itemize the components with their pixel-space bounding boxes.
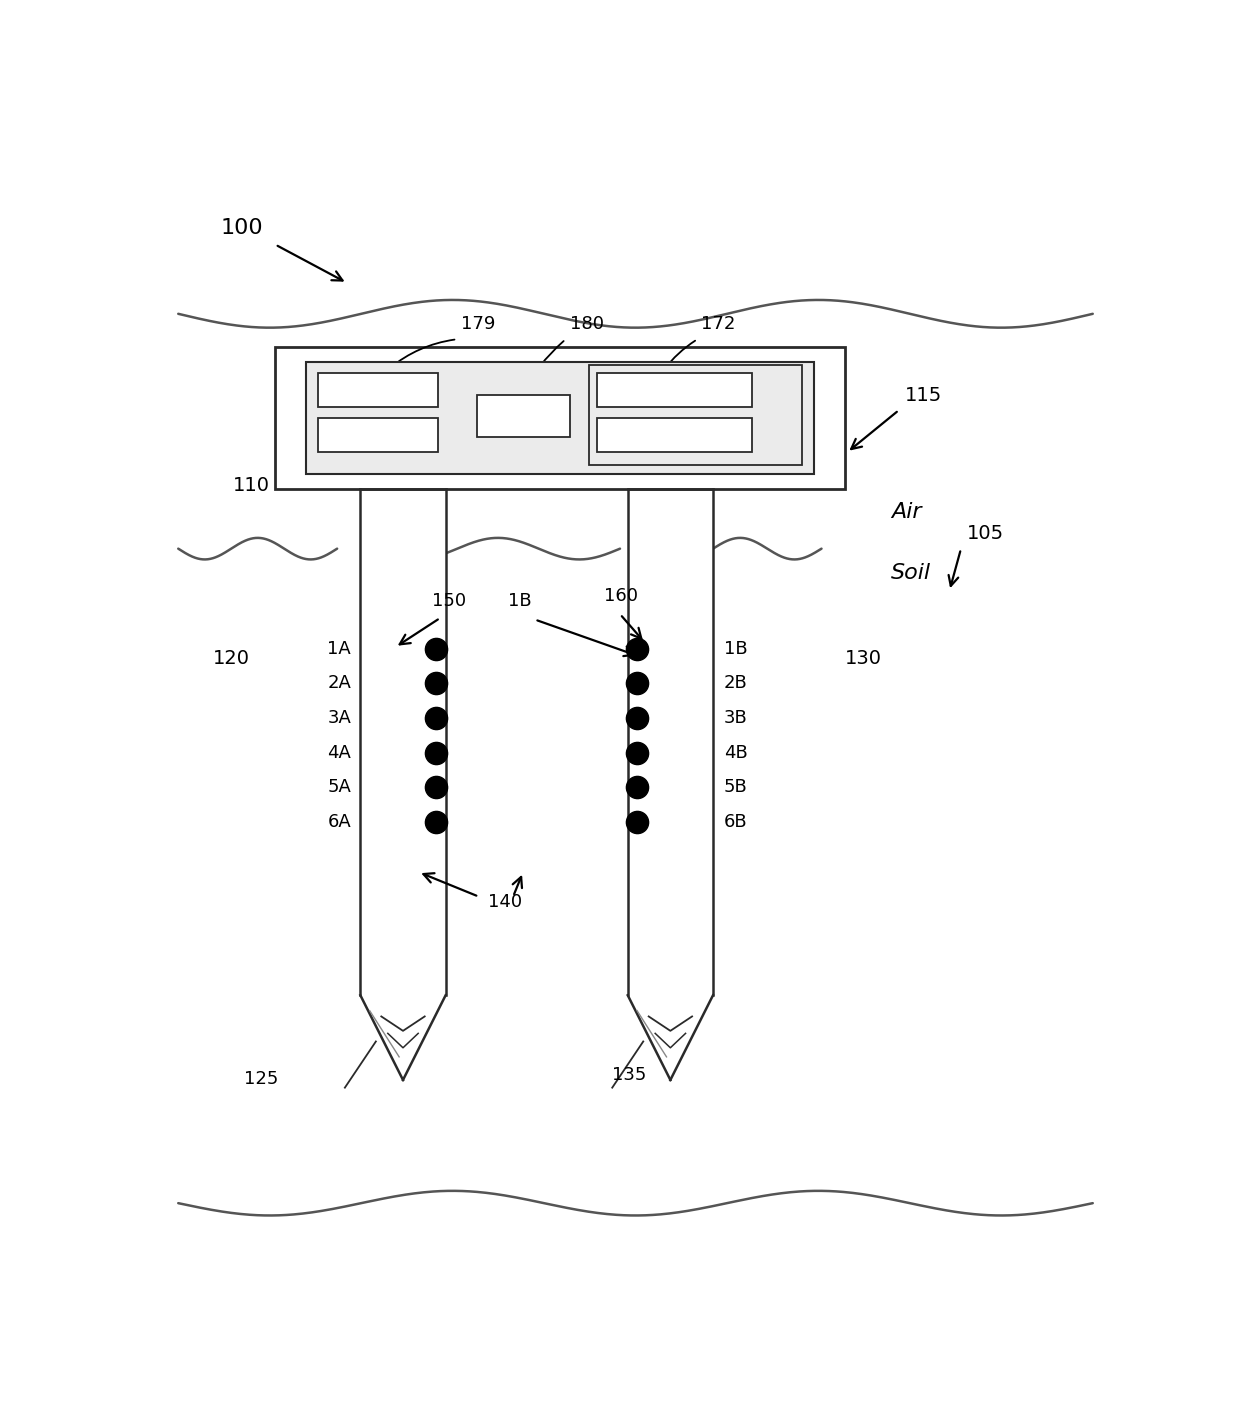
Bar xyxy=(361,490,445,995)
Text: 175: 175 xyxy=(461,404,496,421)
Text: 120: 120 xyxy=(213,650,250,668)
Bar xyxy=(589,366,802,466)
Bar xyxy=(596,418,751,451)
Text: 172: 172 xyxy=(702,316,735,333)
Text: 105: 105 xyxy=(967,524,1004,544)
Text: 1B: 1B xyxy=(507,593,531,610)
Bar xyxy=(596,373,751,407)
Text: 6A: 6A xyxy=(327,813,351,831)
Text: 140: 140 xyxy=(489,892,522,911)
Text: 180: 180 xyxy=(569,316,604,333)
Text: 115: 115 xyxy=(904,386,941,404)
Text: 3B: 3B xyxy=(724,710,748,727)
Text: Air: Air xyxy=(892,501,921,521)
Text: 3A: 3A xyxy=(327,710,351,727)
Bar xyxy=(275,347,844,490)
Bar xyxy=(317,373,438,407)
Text: 110: 110 xyxy=(233,476,269,496)
Text: 5B: 5B xyxy=(724,778,748,797)
Text: 2A: 2A xyxy=(327,674,351,693)
Text: 150: 150 xyxy=(433,593,466,610)
Text: 2B: 2B xyxy=(724,674,748,693)
Text: 1A: 1A xyxy=(327,640,351,658)
Bar xyxy=(306,363,813,474)
Text: 4A: 4A xyxy=(327,744,351,761)
Text: 100: 100 xyxy=(221,218,263,238)
Text: 125: 125 xyxy=(244,1070,279,1088)
Text: Soil: Soil xyxy=(892,564,931,584)
Text: 160: 160 xyxy=(605,587,639,605)
Text: 1B: 1B xyxy=(724,640,748,658)
Bar xyxy=(317,418,438,451)
Text: 170: 170 xyxy=(309,448,342,467)
Text: 135: 135 xyxy=(613,1065,646,1084)
Bar xyxy=(476,394,569,437)
Text: 130: 130 xyxy=(844,650,882,668)
Text: 4B: 4B xyxy=(724,744,748,761)
Bar xyxy=(627,490,713,995)
Text: 178: 178 xyxy=(764,426,797,443)
Text: 5A: 5A xyxy=(327,778,351,797)
Text: 179: 179 xyxy=(461,316,496,333)
Text: 6B: 6B xyxy=(724,813,748,831)
